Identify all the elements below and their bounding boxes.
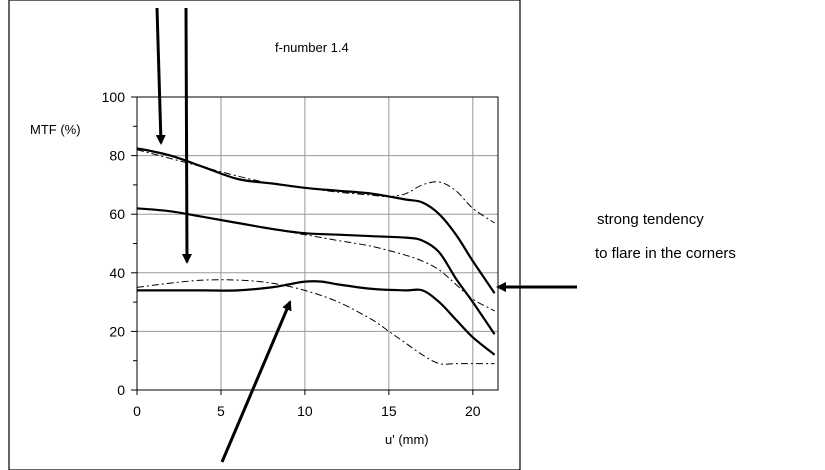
series-line-dashed-3 (136, 149, 495, 224)
y-tick-labels: 0 20 40 60 80 100 (102, 89, 126, 398)
y-tick-label: 0 (117, 382, 125, 398)
annotation-line-2: to flare in the corners (595, 245, 736, 262)
x-tick-label: 0 (133, 403, 141, 419)
x-tick-label: 15 (381, 403, 397, 419)
series-lines (136, 147, 496, 365)
y-tick-label: 60 (109, 206, 125, 222)
x-tick-label: 20 (465, 403, 481, 419)
x-tick-label: 5 (217, 403, 225, 419)
series-line-solid-2 (137, 280, 496, 356)
outer-frame (8, 0, 521, 470)
series-line-solid-0 (136, 147, 496, 294)
y-tick-label: 80 (109, 148, 125, 164)
y-tick-label: 100 (102, 89, 126, 105)
chart-title: f-number 1.4 (275, 40, 349, 55)
x-axis-label: u' (mm) (385, 432, 429, 447)
series-line-dashed-4 (136, 207, 495, 312)
annotation-line-1: strong tendency (597, 211, 704, 228)
arrow-down-left (155, 7, 166, 145)
y-tick-label: 20 (109, 323, 125, 339)
y-axis-label: MTF (%) (30, 122, 81, 137)
x-tick-label: 10 (297, 403, 313, 419)
arrow-up-diagonal (220, 300, 292, 463)
series-line-dashed-5 (136, 279, 495, 365)
y-tick-label: 40 (109, 265, 125, 281)
plot-frame (136, 96, 499, 391)
x-tick-labels: 0 5 10 15 20 (133, 403, 481, 419)
series-line-solid-1 (136, 207, 496, 335)
arrow-down-right (181, 7, 192, 264)
